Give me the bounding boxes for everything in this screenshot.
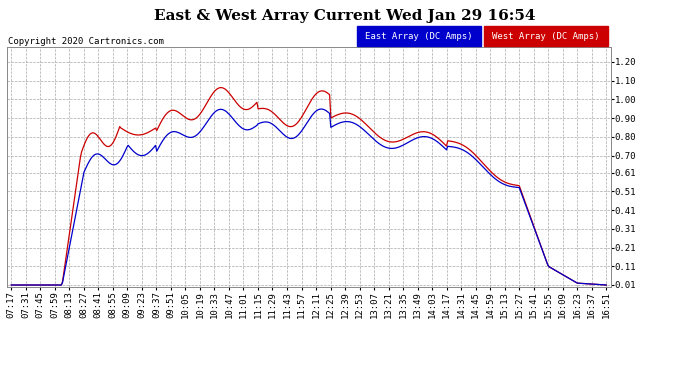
Text: Copyright 2020 Cartronics.com: Copyright 2020 Cartronics.com [8, 38, 164, 46]
FancyBboxPatch shape [357, 26, 481, 46]
Text: East Array (DC Amps): East Array (DC Amps) [365, 32, 473, 41]
Text: West Array (DC Amps): West Array (DC Amps) [492, 32, 600, 41]
FancyBboxPatch shape [484, 26, 608, 46]
Text: East & West Array Current Wed Jan 29 16:54: East & West Array Current Wed Jan 29 16:… [155, 9, 535, 23]
